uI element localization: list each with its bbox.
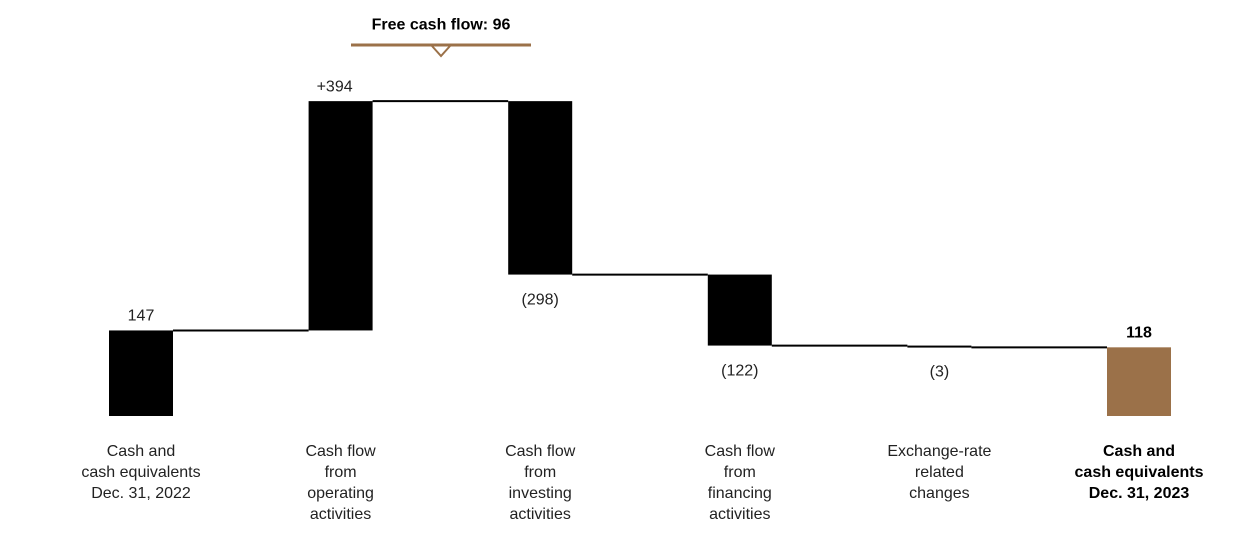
value-label: (3) [929, 363, 950, 381]
bar [1107, 347, 1171, 416]
value-label: (298) [521, 291, 559, 309]
category-label: Cash and cash equivalents Dec. 31, 2023 [1074, 443, 1204, 502]
value-label: +394 [316, 78, 353, 96]
annotation: Free cash flow: 96 [371, 16, 511, 34]
value-label: 118 [1126, 324, 1152, 342]
bar [308, 101, 373, 331]
category-label: Exchange-rate related changes [887, 443, 992, 502]
bar [907, 345, 972, 348]
category-label: Cash flow from financing activities [704, 443, 775, 523]
category-label: Cash flow from operating activities [305, 443, 376, 523]
bar [508, 101, 573, 275]
value-label: (122) [721, 362, 759, 380]
category-label: Cash and cash equivalents Dec. 31, 2022 [81, 443, 201, 502]
bar [707, 274, 772, 346]
annotation-notch [431, 45, 451, 58]
bar [109, 330, 173, 416]
value-label: 147 [127, 307, 155, 325]
category-label: Cash flow from investing activities [505, 443, 576, 523]
